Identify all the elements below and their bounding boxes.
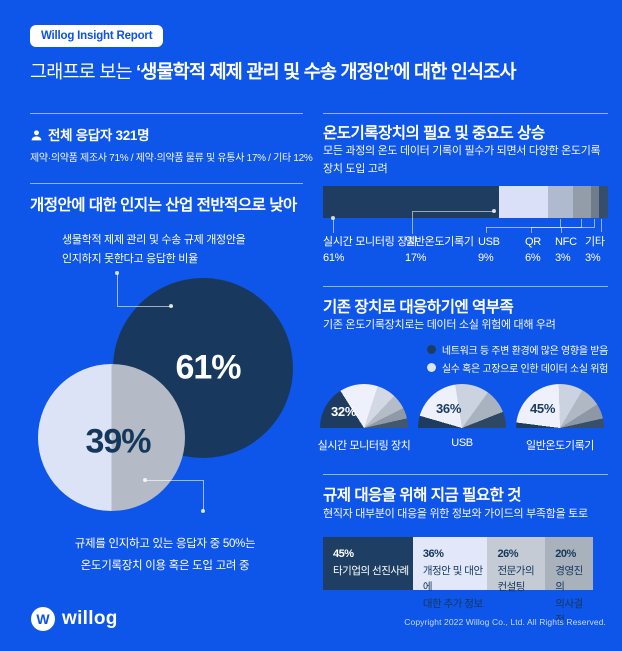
page-title: 그래프로 보는 ‘생물학적 제제 관리 및 수송 개정안’에 대한 인식조사 bbox=[30, 58, 517, 84]
needs-block-info: 36% 개정안 및 대안에 대한 추가 정보 bbox=[412, 537, 488, 610]
segment-label-general: 일반온도기록기 17% bbox=[405, 236, 474, 264]
segment-label-realtime: 실시간 모니터링 장치 61% bbox=[323, 236, 417, 264]
willog-logo-text: willog bbox=[62, 608, 118, 629]
needs-segmented-bar: 45% 타기업의 선진사례 36% 개정안 및 대안에 대한 추가 정보 26% 전문가… bbox=[323, 537, 593, 626]
connector-line bbox=[486, 219, 561, 228]
unaware-annotation: 생물학적 제제 관리 및 수송 규제 개정안을 인지하지 못한다고 응답한 비율 bbox=[62, 231, 246, 270]
aware-annotation: 규제를 인지하고 있는 응답자 중 50%는 온도기록장치 이용 혹은 도입 고… bbox=[55, 533, 275, 578]
limitations-heading: 기존 장치로 대응하기엔 역부족 bbox=[323, 299, 514, 316]
gauge-usb bbox=[418, 384, 506, 428]
divider bbox=[30, 113, 303, 114]
bar-segment-nfc bbox=[590, 186, 600, 218]
awareness-heading: 개정안에 대한 인지는 산업 전반적으로 낮아 bbox=[30, 197, 297, 214]
connector-line bbox=[601, 219, 602, 232]
respondents-title: 전체 응답자 321명 bbox=[30, 124, 150, 144]
connector-dot bbox=[143, 478, 147, 482]
needs-block-decision: 20% 경영진의 의사결정 bbox=[545, 537, 593, 626]
connector-line bbox=[561, 227, 562, 233]
connector-line bbox=[412, 211, 495, 234]
connector-dot bbox=[201, 509, 205, 513]
segment-label-usb: USB 9% bbox=[478, 236, 500, 264]
copyright-text: Copyright 2022 Willog Co., Ltd. All Righ… bbox=[404, 617, 606, 627]
needs-block-cases: 45% 타기업의 선진사례 bbox=[323, 537, 413, 590]
person-icon bbox=[31, 130, 42, 141]
gauge-label-usb: USB bbox=[451, 437, 473, 449]
gauge-label-realtime: 실시간 모니터링 장치 bbox=[317, 440, 411, 452]
connector-line bbox=[486, 227, 487, 233]
divider bbox=[30, 183, 303, 184]
legend-dot-light-icon bbox=[426, 363, 436, 372]
respondents-breakdown: 제약·의약품 제조사 71% / 제약·의약품 물류 및 유통사 17% / 기… bbox=[30, 153, 313, 164]
willog-logo-icon: W bbox=[31, 607, 55, 631]
segment-label-etc: 기타 3% bbox=[585, 236, 605, 264]
legend-item-network: 네트워크 등 주변 환경에 많은 영향을 받음 bbox=[426, 342, 608, 357]
devices-sub: 모든 과정의 온도 데이터 기록이 필수가 되면서 다양한 온도기록장치 도입 … bbox=[323, 145, 601, 175]
unaware-annotation-line1: 생물학적 제제 관리 및 수송 규제 개정안을 bbox=[62, 234, 246, 246]
unaware-annotation-line2: 인지하지 못한다고 응답한 비율 bbox=[62, 253, 198, 266]
divider bbox=[323, 113, 608, 114]
needs-sub: 현직자 대부분이 대응을 위한 정보와 가이드의 부족함을 토로 bbox=[323, 508, 588, 520]
legend-item-dataloss: 실수 혹은 고장으로 인한 데이터 소실 위험 bbox=[426, 360, 608, 375]
aware-value: 39% bbox=[85, 422, 151, 461]
device-stacked-bar bbox=[323, 186, 608, 218]
needs-heading: 규제 대응을 위해 지금 필요한 것 bbox=[323, 487, 521, 504]
legend-dot-dark-icon bbox=[426, 345, 436, 354]
gauge-value-realtime: 32% bbox=[331, 404, 357, 419]
title-normal: 그래프로 보는 bbox=[30, 61, 137, 82]
segment-label-nfc: NFC 3% bbox=[555, 236, 577, 264]
legend-label: 네트워크 등 주변 환경에 많은 영향을 받음 bbox=[441, 346, 608, 357]
gauge-value-general: 45% bbox=[530, 401, 556, 416]
connector-dot bbox=[492, 209, 496, 213]
devices-heading: 온도기록장치의 필요 및 중요도 상승 bbox=[323, 125, 545, 142]
unaware-value: 61% bbox=[175, 348, 241, 387]
connector-line bbox=[117, 273, 173, 307]
limitations-sub: 기존 온도기록장치로는 데이터 소실 위험에 대해 우려 bbox=[323, 319, 556, 331]
aware-circle bbox=[38, 364, 185, 511]
segment-label-qr: QR 6% bbox=[525, 236, 541, 264]
bar-segment-etc bbox=[599, 186, 608, 218]
gauge-label-general: 일반온도기록기 bbox=[525, 440, 595, 452]
connector-line bbox=[145, 480, 204, 512]
title-bold: ‘생물학적 제제 관리 및 수송 개정안’에 대한 인식조사 bbox=[136, 61, 516, 82]
legend-label: 실수 혹은 고장으로 인한 데이터 소실 위험 bbox=[441, 364, 608, 375]
needs-block-consulting: 26% 전문가의 컨설팅 bbox=[487, 537, 546, 593]
connector-line bbox=[333, 219, 334, 233]
bar-segment-usb bbox=[547, 186, 574, 218]
connector-line bbox=[561, 219, 595, 228]
connector-line bbox=[531, 227, 532, 233]
bar-segment-general bbox=[498, 186, 548, 218]
bar-segment-qr bbox=[573, 186, 591, 218]
gauge-value-usb: 36% bbox=[436, 401, 462, 416]
report-badge: Willog Insight Report bbox=[30, 25, 164, 47]
connector-dot bbox=[115, 271, 119, 275]
bar-segment-realtime bbox=[323, 186, 499, 218]
respondents-count: 전체 응답자 321명 bbox=[48, 128, 150, 143]
aware-annotation-line2: 온도기록장치 이용 혹은 도입 고려 중 bbox=[80, 560, 250, 573]
connector-dot bbox=[331, 216, 335, 220]
divider bbox=[323, 286, 608, 287]
aware-annotation-line1: 규제를 인지하고 있는 응답자 중 50%는 bbox=[74, 538, 256, 550]
connector-line bbox=[531, 219, 582, 228]
divider bbox=[323, 474, 608, 475]
connector-dot bbox=[169, 304, 173, 308]
